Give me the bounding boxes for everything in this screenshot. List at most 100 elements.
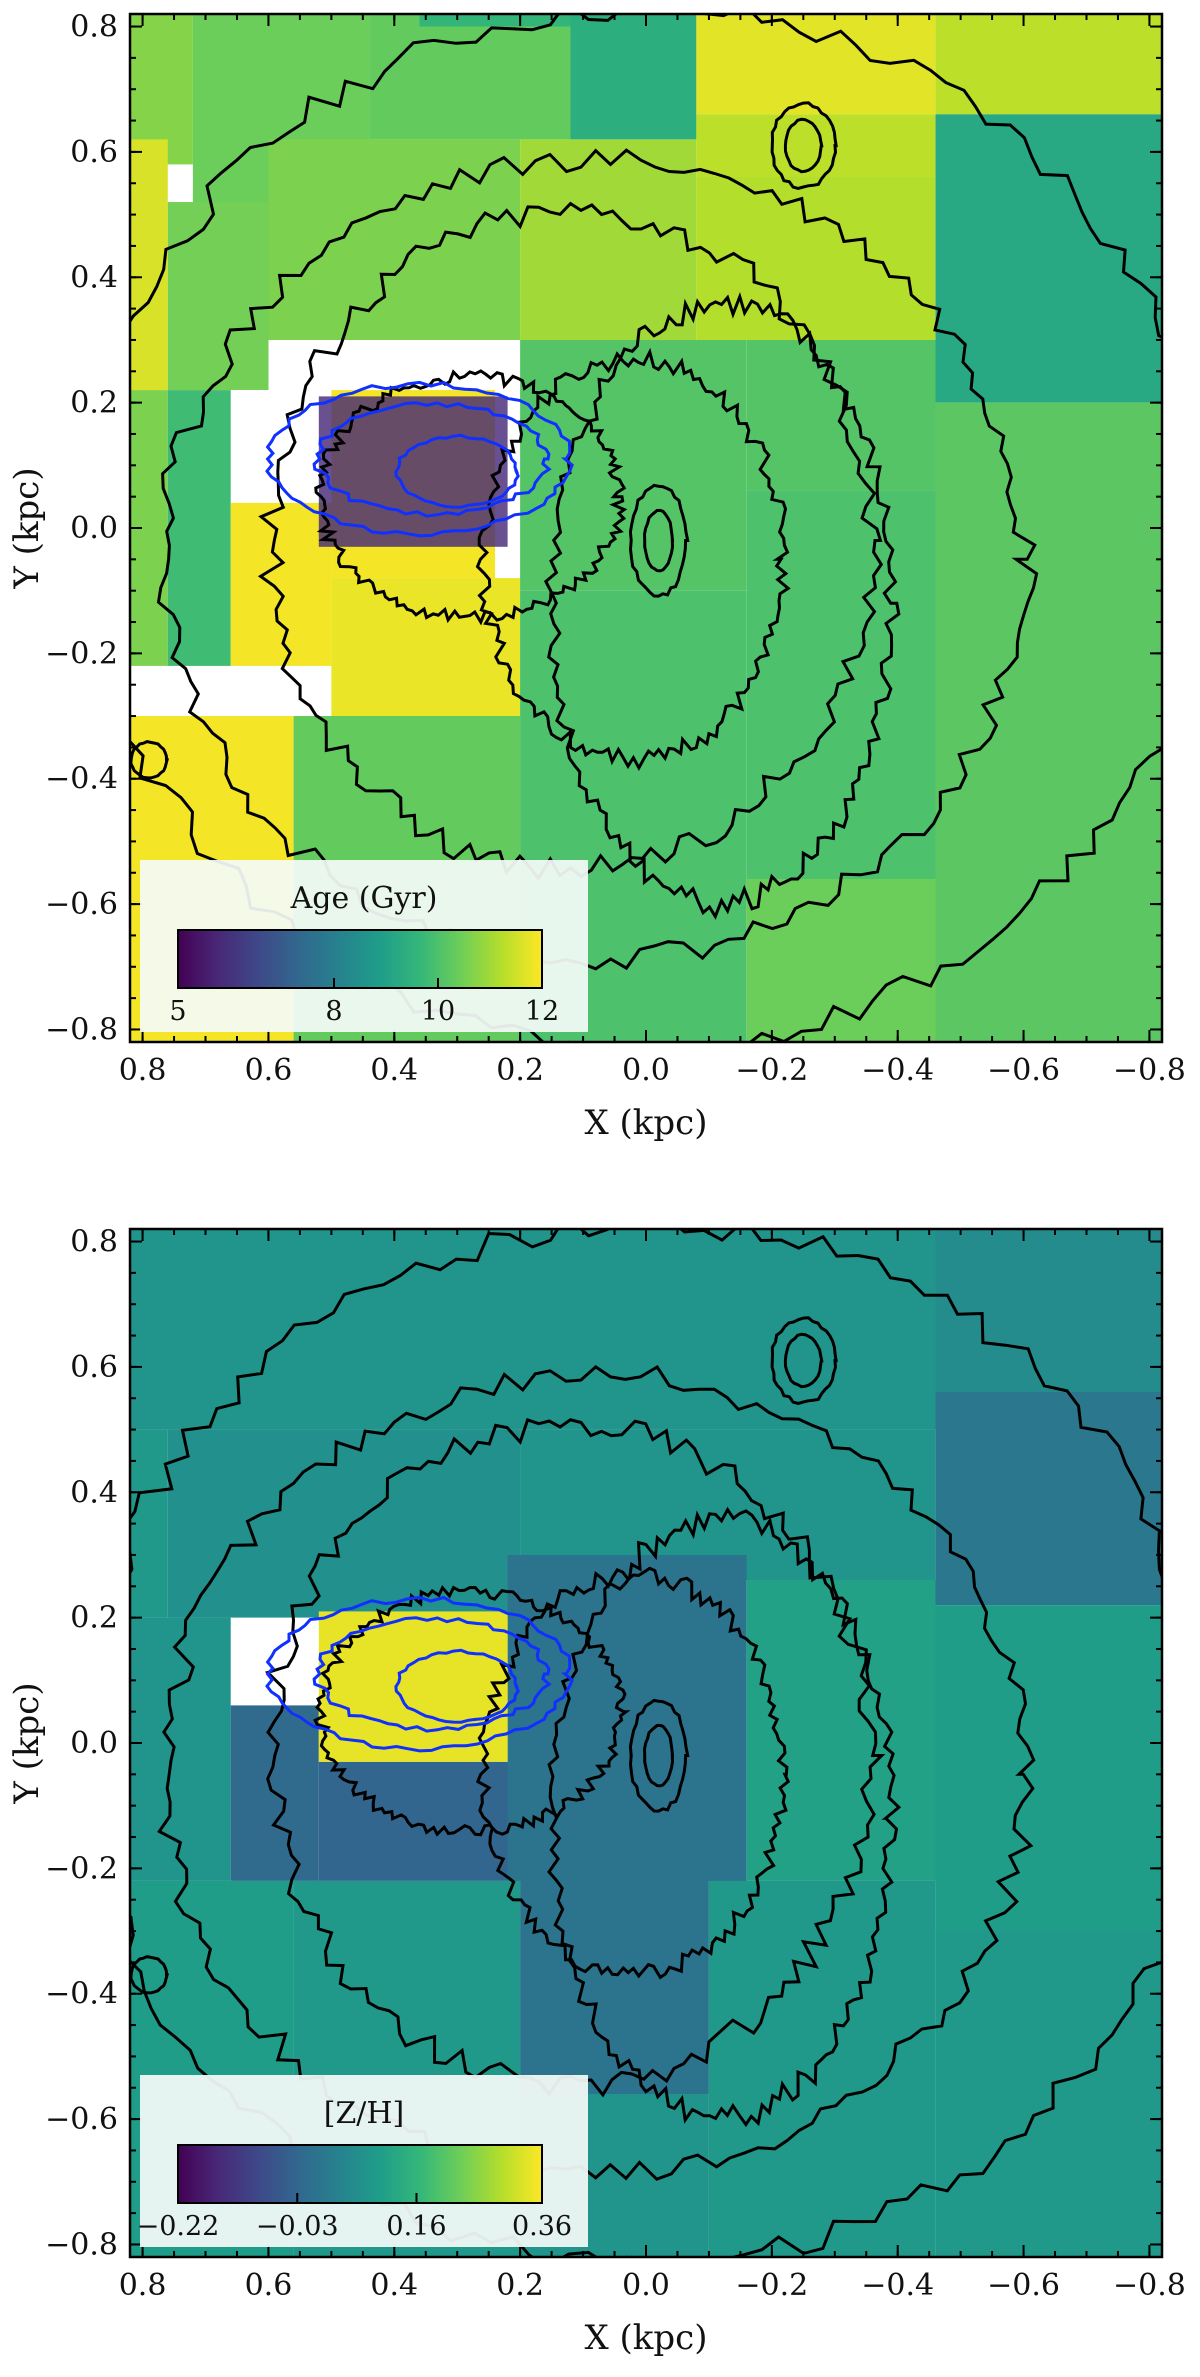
x-tick-label: 0.0 <box>622 1053 670 1088</box>
heatmap-cell <box>130 1617 231 1881</box>
contour-line <box>770 101 838 190</box>
x-tick-label: 0.4 <box>370 2268 418 2303</box>
isophote-contours <box>130 14 1162 1042</box>
heatmap-cell <box>167 202 269 390</box>
x-tick-label: −0.6 <box>987 1053 1060 1088</box>
heatmap-cell <box>935 1931 1162 2257</box>
y-tick-label: 0.0 <box>70 1726 118 1761</box>
colorbar-gradient <box>177 929 543 989</box>
isophote-contours <box>130 1229 1162 2257</box>
heatmap-cell <box>696 114 936 177</box>
y-tick-label: −0.4 <box>45 762 118 797</box>
contour-line <box>783 1332 824 1389</box>
y-tick-label: 0.6 <box>70 1350 118 1385</box>
colorbar-title: Age (Gyr) <box>290 881 438 916</box>
x-tick-label: 0.4 <box>370 1053 418 1088</box>
heatmap-cell <box>331 578 521 716</box>
y-tick-label: −0.2 <box>45 636 118 671</box>
heatmap-cell <box>130 14 193 165</box>
x-tick-label: 0.8 <box>119 1053 167 1088</box>
y-tick-label: 0.0 <box>70 511 118 546</box>
y-tick-label: −0.6 <box>45 887 118 922</box>
colorbar-tick-label: 12 <box>525 996 559 1027</box>
x-tick-label: 0.0 <box>622 2268 670 2303</box>
tick-marks <box>130 14 1162 1042</box>
core-region-cell <box>318 396 508 547</box>
contour-line <box>157 1364 1036 2181</box>
colorbar-tick-label: 10 <box>421 996 455 1027</box>
heatmap-cell <box>935 114 1162 403</box>
heatmap-cell <box>520 340 747 591</box>
colorbar-tick-label: 5 <box>169 996 186 1027</box>
y-tick-label: 0.6 <box>70 135 118 170</box>
colorbar-tick-label: −0.03 <box>256 2211 339 2242</box>
x-tick-label: −0.2 <box>735 1053 808 1088</box>
x-tick-label: −0.8 <box>1113 1053 1186 1088</box>
x-tick-label: −0.2 <box>735 2268 808 2303</box>
colorbar-tick-label: −0.22 <box>137 2211 220 2242</box>
x-tick-label: 0.6 <box>245 1053 293 1088</box>
contour-line <box>783 117 824 174</box>
core-contour-line <box>312 1616 552 1733</box>
core-contour-line <box>394 1648 520 1724</box>
age-map-panel: 0.8 0.6 0.4 0.2 0.0 −0.2 −0.4 −0.6 −0.8 0.8 0.6 0.4… <box>7 10 1186 1143</box>
contour-line <box>130 1229 1162 2257</box>
x-tick-label: −0.4 <box>861 1053 934 1088</box>
heatmap-cell <box>230 502 332 666</box>
contour-line <box>257 201 884 882</box>
y-tick-label: 0.8 <box>70 10 118 45</box>
x-tick-label: 0.2 <box>496 2268 544 2303</box>
contour-line <box>642 508 675 573</box>
core-contours <box>265 380 574 538</box>
core-contour-line <box>394 433 520 509</box>
heatmap-cell <box>935 1605 1162 1932</box>
x-axis-label: X (kpc) <box>585 2318 708 2358</box>
y-tick-label: −0.4 <box>45 1977 118 2012</box>
x-tick-label: −0.8 <box>1113 2268 1186 2303</box>
x-tick-label: 0.8 <box>119 2268 167 2303</box>
core-contour-line <box>265 380 574 538</box>
heatmap-cell <box>130 1429 168 1618</box>
colorbar-tick-label: 8 <box>325 996 342 1027</box>
y-axis-label: Y (kpc) <box>7 467 47 589</box>
heatmap-cell <box>167 1429 521 1618</box>
core-contours <box>265 1595 574 1753</box>
heatmap-cell <box>520 139 697 340</box>
contour-line <box>628 483 690 598</box>
contour-line <box>264 1417 886 2098</box>
contour-line <box>130 740 170 780</box>
y-tick-label: 0.2 <box>70 386 118 421</box>
contour-line <box>475 1566 791 1980</box>
heatmap-cell <box>167 390 231 666</box>
contour-line <box>313 1584 631 1837</box>
heatmap-cell <box>935 402 1162 716</box>
y-tick-label: 0.8 <box>70 1225 118 1260</box>
heatmap-cell <box>935 1229 1162 1392</box>
heatmap-cell <box>520 1429 936 1580</box>
heatmap-cell <box>935 1392 1162 1606</box>
y-tick-label: 0.4 <box>70 1475 118 1510</box>
y-tick-label: 0.2 <box>70 1601 118 1636</box>
colorbar-tick-label: 0.16 <box>386 2211 446 2242</box>
contour-line <box>543 292 901 920</box>
heatmap-cell <box>369 14 571 140</box>
heatmap-cell <box>130 1229 936 1430</box>
heatmap-cells <box>130 1229 1162 2257</box>
colorbar-gradient <box>177 2144 543 2204</box>
heatmap-cell <box>696 14 936 115</box>
contour-line <box>314 369 628 626</box>
core-contour-line <box>265 1595 574 1753</box>
core-contour-line <box>312 401 552 518</box>
contour-line <box>770 1316 838 1405</box>
contour-line <box>475 347 791 772</box>
heatmap-cell <box>570 14 697 140</box>
y-tick-label: 0.4 <box>70 260 118 295</box>
y-tick-label: −0.8 <box>45 2227 118 2262</box>
heatmap-cell <box>130 139 168 391</box>
heatmap-cell <box>696 177 936 340</box>
y-tick-label: −0.6 <box>45 2102 118 2137</box>
heatmap-cell <box>746 879 936 1042</box>
heatmap-cell <box>268 139 521 340</box>
x-tick-label: 0.2 <box>496 1053 544 1088</box>
